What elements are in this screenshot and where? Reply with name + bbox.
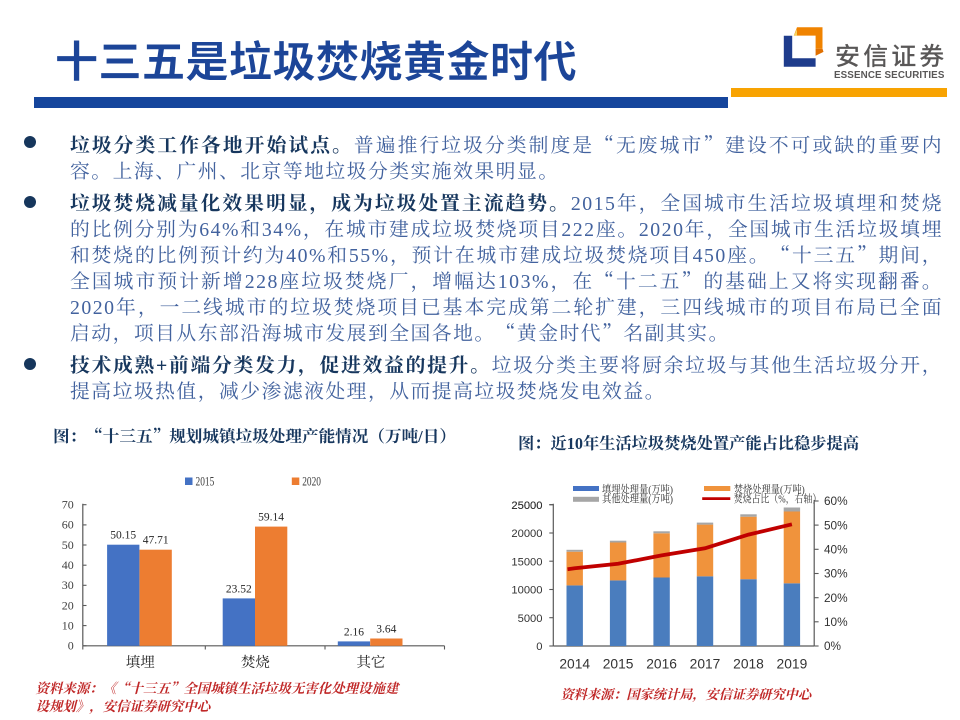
svg-text:图：近10年生活垃圾焚烧处置产能占比稳步提高: 图：近10年生活垃圾焚烧处置产能占比稳步提高 (518, 430, 859, 454)
svg-text:2018: 2018 (733, 657, 764, 672)
svg-text:2020: 2020 (302, 472, 321, 490)
svg-text:60: 60 (62, 516, 74, 533)
svg-text:10: 10 (62, 616, 74, 633)
svg-text:0: 0 (68, 637, 74, 654)
svg-text:20000: 20000 (511, 528, 542, 540)
svg-text:图：“十三五”规划城镇垃圾处理产能情况（万吨/日）: 图：“十三五”规划城镇垃圾处理产能情况（万吨/日） (53, 423, 456, 447)
svg-text:其它: 其它 (356, 651, 385, 672)
svg-text:其他处理量(万吨): 其他处理量(万吨) (602, 491, 673, 507)
svg-text:30%: 30% (824, 567, 848, 581)
svg-text:10000: 10000 (511, 585, 542, 597)
svg-text:2015: 2015 (603, 657, 634, 672)
svg-text:50: 50 (62, 536, 74, 553)
svg-text:59.14: 59.14 (258, 509, 284, 525)
svg-text:20%: 20% (824, 591, 848, 605)
svg-text:焚烧占比（%，右轴）: 焚烧占比（%，右轴） (734, 491, 822, 507)
svg-text:70: 70 (62, 496, 74, 513)
svg-text:30: 30 (62, 576, 74, 593)
svg-text:25000: 25000 (511, 500, 542, 512)
svg-text:填埋: 填埋 (126, 651, 155, 672)
svg-text:50%: 50% (824, 518, 848, 532)
svg-text:25000: 25000 (511, 500, 542, 512)
svg-text:2019: 2019 (777, 657, 808, 672)
svg-text:3.64: 3.64 (376, 621, 396, 637)
svg-text:焚烧处理量(万吨): 焚烧处理量(万吨) (734, 481, 805, 497)
svg-text:0: 0 (536, 641, 542, 653)
svg-text:2.16: 2.16 (344, 623, 364, 639)
svg-text:10%: 10% (824, 615, 848, 629)
svg-text:40: 40 (62, 556, 74, 573)
svg-text:2017: 2017 (690, 657, 721, 672)
svg-text:0%: 0% (824, 639, 842, 653)
svg-text:50.15: 50.15 (110, 527, 136, 543)
svg-text:23.52: 23.52 (226, 580, 252, 596)
svg-text:20: 20 (62, 596, 74, 613)
svg-text:15000: 15000 (511, 556, 542, 568)
svg-text:5000: 5000 (518, 613, 543, 625)
svg-text:填埋处理量(万吨): 填埋处理量(万吨) (602, 481, 673, 497)
svg-text:47.71: 47.71 (143, 532, 169, 548)
svg-text:2014: 2014 (559, 657, 590, 672)
svg-text:焚烧: 焚烧 (241, 651, 270, 672)
svg-text:2016: 2016 (646, 657, 677, 672)
svg-text:40%: 40% (824, 543, 848, 557)
svg-text:2015: 2015 (196, 472, 215, 490)
svg-text:60%: 60% (824, 494, 848, 508)
